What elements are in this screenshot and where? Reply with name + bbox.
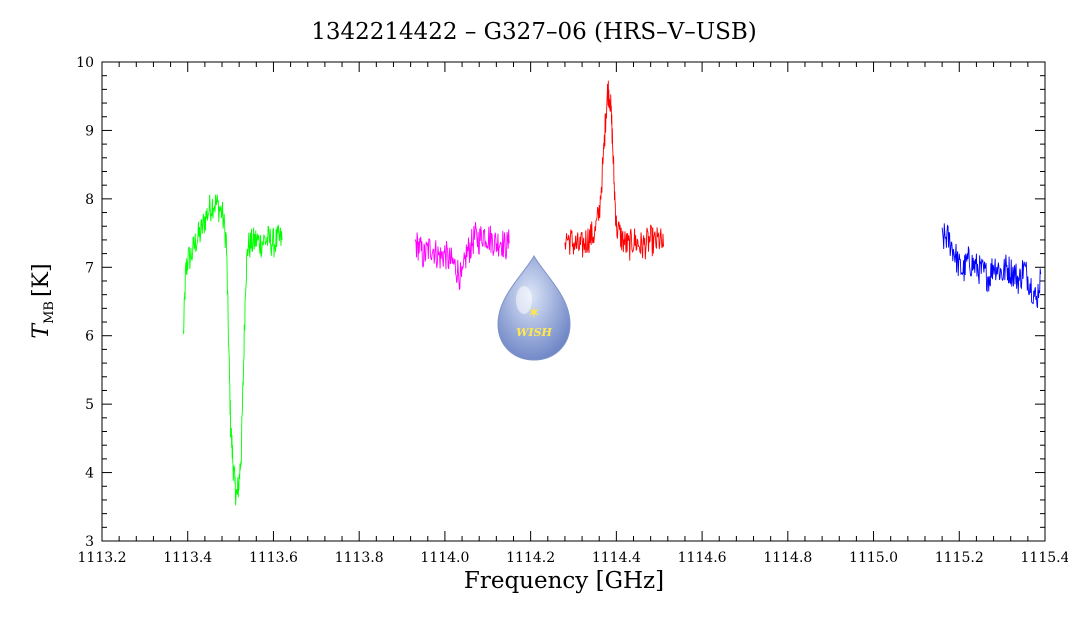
chart-title: 1342214422 – G327–06 (HRS–V–USB) bbox=[311, 19, 757, 45]
y-tick-label: 5 bbox=[85, 397, 94, 413]
y-tick-label: 9 bbox=[85, 123, 94, 139]
x-tick-label: 1114.0 bbox=[420, 550, 469, 566]
spectrum-series-4 bbox=[941, 223, 1042, 309]
x-tick-label: 1113.2 bbox=[78, 550, 127, 566]
x-tick-label: 1114.2 bbox=[506, 550, 555, 566]
y-axis-label: TMB [K] bbox=[29, 263, 57, 338]
x-tick-label: 1113.8 bbox=[335, 550, 384, 566]
y-tick-label: 10 bbox=[76, 55, 94, 71]
x-tick-labels: 1113.2 1113.4 1113.6 1113.8 1114.0 1114.2 1114… bbox=[78, 550, 1068, 566]
x-tick-label: 1113.4 bbox=[163, 550, 212, 566]
y-tick-label: 8 bbox=[85, 192, 94, 208]
x-tick-label: 1115.2 bbox=[935, 550, 984, 566]
axis-ticks bbox=[101, 61, 1046, 542]
x-axis-label: Frequency [GHz] bbox=[464, 568, 664, 594]
x-tick-label: 1115.0 bbox=[849, 550, 898, 566]
logo-text: WISH bbox=[516, 326, 552, 339]
x-tick-label: 1115.4 bbox=[1021, 550, 1068, 566]
y-tick-labels: 3 4 5 6 7 8 9 10 bbox=[76, 55, 94, 550]
droplet-highlight bbox=[516, 286, 532, 314]
x-tick-label: 1114.6 bbox=[678, 550, 727, 566]
plot-frame bbox=[101, 61, 1046, 542]
y-axis-label-main: T bbox=[29, 322, 54, 339]
spectrum-series-1 bbox=[182, 194, 283, 506]
y-axis-label-unit: [K] bbox=[29, 263, 54, 297]
droplet-icon bbox=[497, 254, 571, 361]
series-group bbox=[182, 80, 1042, 506]
y-tick-label: 7 bbox=[85, 260, 94, 276]
wish-logo: ✶ WISH bbox=[497, 254, 571, 361]
y-tick-label: 4 bbox=[85, 466, 94, 482]
spectrum-series-3 bbox=[564, 80, 664, 261]
y-tick-label: 6 bbox=[85, 329, 94, 345]
y-axis-label-sub: MB bbox=[42, 301, 57, 324]
star-icon: ✶ bbox=[527, 303, 540, 322]
x-tick-label: 1113.6 bbox=[249, 550, 298, 566]
x-tick-label: 1114.4 bbox=[592, 550, 641, 566]
x-tick-label: 1114.8 bbox=[763, 550, 812, 566]
y-tick-label: 3 bbox=[85, 534, 94, 550]
spectrum-series-2 bbox=[414, 222, 510, 290]
